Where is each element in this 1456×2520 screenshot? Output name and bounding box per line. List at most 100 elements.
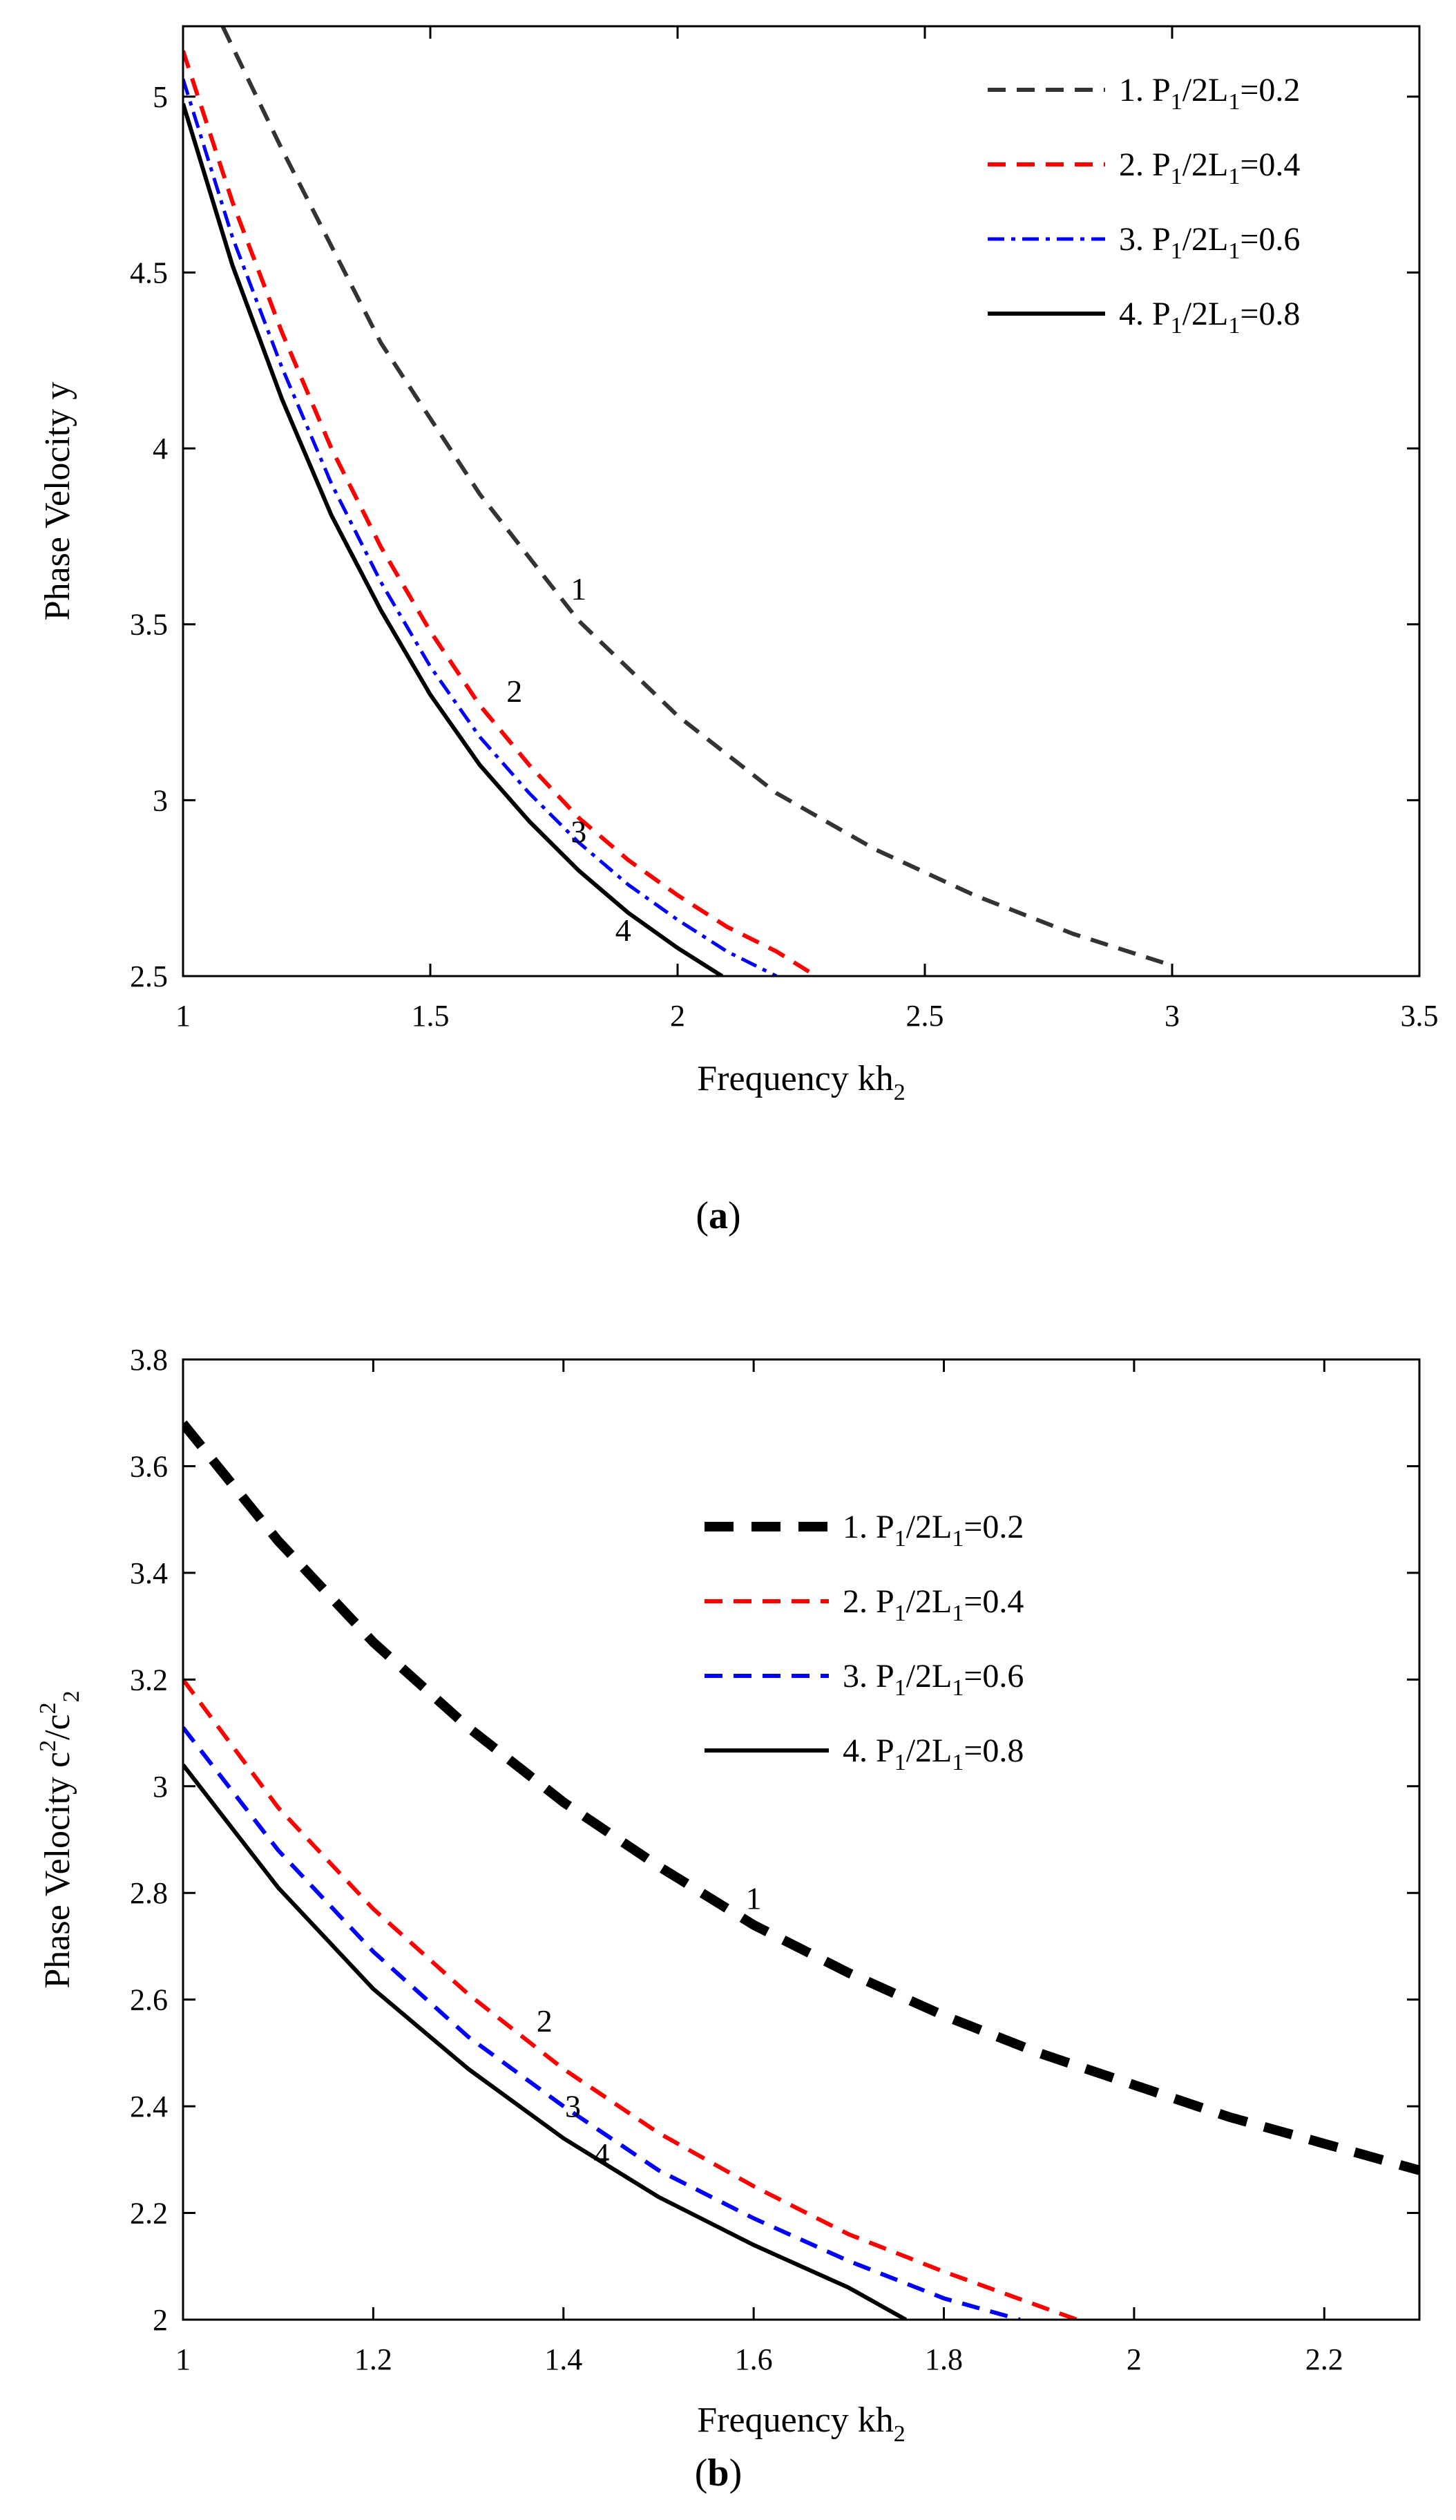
series-line-3 [183,1726,1021,2320]
y-axis-title: Phase Velocity c2/c22 [35,1690,84,1988]
x-tick-label: 2.2 [1305,2342,1343,2376]
legend-text-mid: /2L [1182,221,1229,258]
y-tick-label: 5 [153,80,168,114]
x-tick-label: 2 [670,999,685,1033]
y-tick-label: 2 [153,2303,168,2337]
legend-subscript: 1 [1228,238,1240,264]
legend-entry-2: 2. P1/2L1=0.4 [1119,146,1300,189]
legend-text-prefix: 3. P [1119,221,1171,258]
plot-frame [182,25,1421,977]
legend-subscript: 1 [894,1601,906,1626]
legend-subscript: 1 [1228,313,1240,338]
legend-text-suffix: =0.4 [1240,146,1300,183]
y-tick-label: 3 [153,783,168,817]
x-tick-label: 1.5 [412,999,450,1033]
x-axis-title-subscript: 2 [894,1080,906,1105]
y-axis-title-text: Phase Velocity c [38,1752,77,1989]
x-tick-label: 1.4 [544,2342,582,2376]
legend-subscript: 1 [952,1750,964,1775]
legend-subscript: 1 [1171,164,1182,189]
y-tick-label: 3.8 [130,1343,168,1377]
legend-entry-3: 3. P1/2L1=0.6 [1119,221,1300,264]
x-tick-label: 1.2 [354,2342,392,2376]
legend-text-prefix: 4. P [1119,296,1171,332]
legend-entry-4: 4. P1/2L1=0.8 [1119,296,1300,338]
legend-text-mid: /2L [1182,296,1229,332]
curve-label-3: 3 [571,814,586,849]
legend-text-prefix: 2. P [1119,146,1171,183]
panel-b: 1 1.2 1.4 1.6 1.8 2 2.2 2 2.2 2.4 2.6 2.8 3 3.2 3.4 3.6… [35,1343,1421,2494]
legend-text-mid: /2L [906,1658,952,1695]
caption-close-paren: ) [729,2452,743,2494]
curve-label-1: 1 [746,1880,762,1916]
plot-frame [182,1358,1421,2321]
series-line-1 [183,1420,1419,2175]
x-tick-label: 1.6 [735,2342,773,2376]
x-tick-label: 2.5 [906,999,944,1033]
legend-entry-3: 3. P1/2L1=0.6 [843,1658,1024,1701]
legend-text-mid: /2L [1182,146,1229,183]
caption-letter: a [709,1194,728,1237]
legend-text-suffix: =0.6 [1240,221,1300,258]
x-axis-title-subscript: 2 [894,2421,906,2447]
x-axis-title: Frequency kh2 [697,1059,905,1105]
y-tick-label: 4.5 [130,256,168,289]
x-tick-label: 1 [175,2342,191,2376]
y-tick-label: 2.2 [130,2197,168,2231]
x-tick-label: 1.8 [925,2342,963,2376]
curve-label-3: 3 [565,2089,581,2124]
legend-text-mid: /2L [906,1732,952,1769]
y-axis-title-superscript: 2 [35,1740,61,1752]
y-tick-label: 3.6 [130,1449,168,1483]
legend-text-prefix: 1. P [843,1509,894,1545]
curve-label-2: 2 [537,2003,553,2039]
legend-text-suffix: =0.8 [964,1732,1024,1769]
series-line-2 [183,1678,1078,2320]
y-axis-title-superscript: 2 [35,1702,61,1714]
legend-text-mid: /2L [906,1583,952,1620]
legend-text-mid: /2L [1182,72,1229,108]
y-tick-label: 2.8 [130,1876,168,1910]
y-axis-title-text: Phase Velocity y [38,382,77,621]
y-tick-label: 3.2 [130,1663,168,1697]
y-tick-label: 2.5 [130,960,168,993]
x-axis-title-text: Frequency kh [697,2400,893,2440]
y-tick-label: 2.4 [130,2090,168,2123]
y-tick-label: 3.5 [130,608,168,642]
caption-open-paren: ( [695,2452,708,2494]
y-tick-label: 4 [153,432,168,466]
series-line-4 [183,1764,907,2320]
curve-label-1: 1 [571,571,586,607]
legend-entry-1: 1. P1/2L1=0.2 [843,1509,1024,1552]
series-line-4 [183,103,724,976]
legend-text-prefix: 3. P [843,1658,894,1695]
series-line-3 [183,78,778,976]
legend-subscript: 1 [1228,89,1240,115]
y-tick-label: 3 [153,1770,168,1804]
legend-text-suffix: =0.6 [964,1658,1024,1695]
caption-close-paren: ) [728,1194,741,1237]
legend-text-prefix: 2. P [843,1583,894,1620]
legend-subscript: 1 [952,1601,964,1626]
x-tick-label: 3 [1165,999,1180,1033]
panel-caption: (a) [696,1194,740,1237]
panel-caption: (b) [695,2452,742,2494]
legend-subscript: 1 [894,1526,906,1552]
y-axis-title-subscript: 2 [59,1690,84,1702]
legend-text-prefix: 1. P [1119,72,1171,108]
legend-text-prefix: 4. P [843,1732,894,1769]
caption-open-paren: ( [696,1194,709,1237]
legend-subscript: 1 [894,1675,906,1701]
x-axis-title-text: Frequency kh [697,1059,893,1098]
legend-text-mid: /2L [906,1509,952,1545]
y-axis-title: Phase Velocity y [38,382,77,621]
y-axis-title-mid: /c [38,1714,77,1740]
legend-subscript: 1 [1171,313,1182,338]
x-tick-label: 2 [1127,2342,1142,2376]
legend-entry-4: 4. P1/2L1=0.8 [843,1732,1024,1775]
curve-label-4: 4 [615,913,631,948]
legend-text-suffix: =0.8 [1240,296,1300,332]
